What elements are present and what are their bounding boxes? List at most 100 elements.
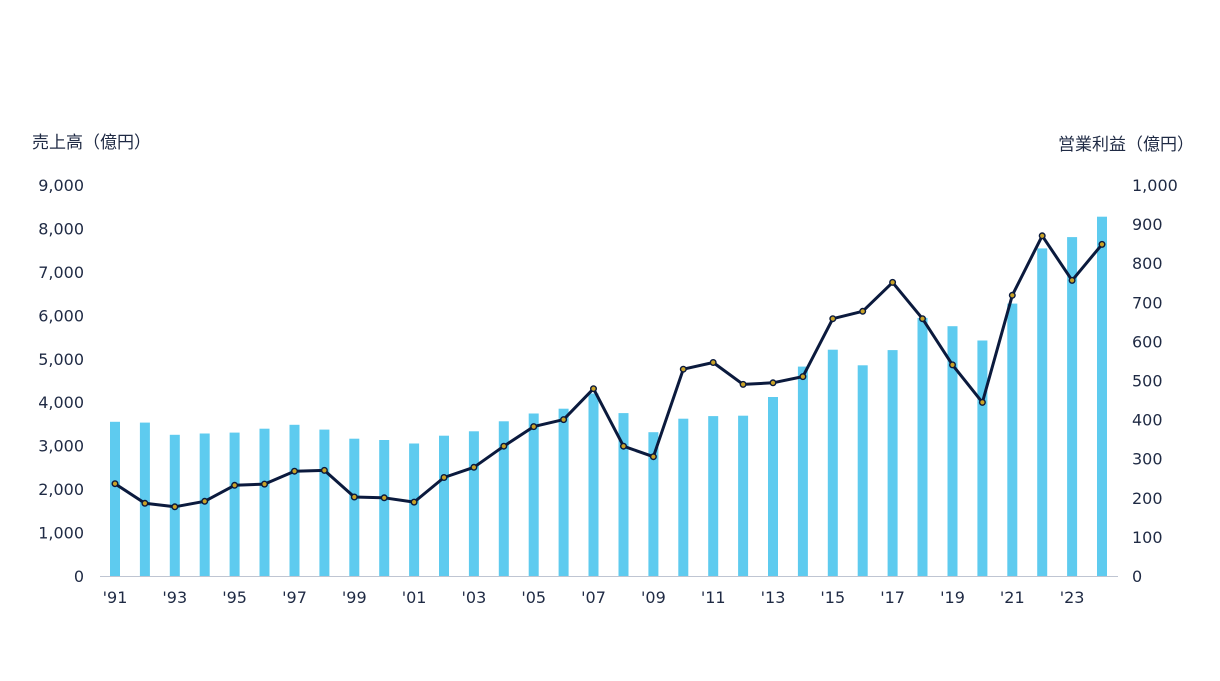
- operating-profit-point: [440, 474, 448, 482]
- operating-profit-point: [1008, 291, 1016, 299]
- sales-bar: [917, 317, 928, 576]
- sales-bar: [738, 415, 749, 576]
- x-tick-label: '01: [402, 588, 427, 607]
- right-tick-label: 0: [1132, 567, 1142, 586]
- operating-profit-point: [978, 398, 986, 406]
- operating-profit-line: [114, 234, 1104, 509]
- right-tick-label: 400: [1132, 411, 1163, 430]
- right-axis-title: 営業利益（億円）: [1058, 135, 1194, 155]
- operating-profit-point: [350, 493, 358, 501]
- right-tick-label: 600: [1132, 332, 1163, 351]
- sales-bar: [1067, 237, 1078, 576]
- operating-profit-point: [919, 315, 927, 323]
- operating-profit-point: [261, 480, 269, 488]
- left-tick-label: 7,000: [38, 263, 84, 282]
- sales-bar: [977, 340, 988, 576]
- right-tick-label: 700: [1132, 293, 1163, 312]
- line-series: [111, 232, 1106, 511]
- sales-bar: [409, 443, 420, 576]
- sales-bar: [887, 350, 898, 576]
- sales-bar: [468, 431, 479, 576]
- operating-profit-point: [649, 453, 657, 461]
- bar-series: [110, 216, 1107, 576]
- operating-profit-point: [769, 379, 777, 387]
- operating-profit-point: [799, 373, 807, 381]
- left-tick-label: 6,000: [38, 306, 84, 325]
- operating-profit-point: [1098, 240, 1106, 248]
- operating-profit-point: [679, 365, 687, 373]
- x-tick-label: '13: [761, 588, 786, 607]
- right-tick-label: 900: [1132, 215, 1163, 234]
- x-tick-label: '97: [282, 588, 307, 607]
- x-tick-label: '15: [820, 588, 845, 607]
- right-tick-label: 500: [1132, 372, 1163, 391]
- sales-bar: [678, 418, 689, 576]
- operating-profit-point: [111, 480, 119, 488]
- operating-profit-point: [949, 361, 957, 369]
- right-tick-label: 300: [1132, 450, 1163, 469]
- left-tick-label: 9,000: [38, 176, 84, 195]
- x-tick-label: '03: [462, 588, 487, 607]
- x-tick-label: '07: [581, 588, 606, 607]
- x-tick-label: '19: [940, 588, 965, 607]
- operating-profit-point: [560, 416, 568, 424]
- operating-profit-point: [171, 503, 179, 511]
- x-tick-label: '91: [103, 588, 128, 607]
- right-tick-label: 800: [1132, 254, 1163, 273]
- operating-profit-point: [141, 499, 149, 507]
- sales-bar: [797, 366, 808, 576]
- x-tick-label: '21: [1000, 588, 1025, 607]
- right-tick-label: 100: [1132, 528, 1163, 547]
- sales-bar: [768, 397, 778, 576]
- sales-bar: [439, 435, 449, 576]
- sales-bar: [319, 429, 330, 576]
- operating-profit-point: [470, 463, 478, 471]
- left-tick-label: 0: [74, 567, 84, 586]
- sales-bar: [708, 416, 719, 576]
- operating-profit-point: [320, 466, 328, 474]
- right-tick-label: 200: [1132, 489, 1163, 508]
- x-tick-label: '17: [880, 588, 905, 607]
- operating-profit-point: [380, 494, 388, 502]
- right-tick-label: 1,000: [1132, 176, 1178, 195]
- sales-bar: [618, 413, 629, 576]
- sales-bar: [528, 413, 539, 576]
- sales-bar: [229, 432, 240, 576]
- sales-bar: [558, 408, 569, 576]
- x-axis-ticks: '91 '93 '95 '97 '99 '01 '03 '05 '07 '09 '11 '13 '15 '…: [103, 588, 1085, 607]
- sales-bar: [139, 422, 150, 576]
- left-axis-ticks: 0 1,000 2,000 3,000 4,000 5,000 6,000 7,000 8,00…: [38, 176, 84, 586]
- operating-profit-point: [410, 498, 418, 506]
- operating-profit-point: [291, 467, 299, 475]
- operating-profit-point: [1068, 276, 1076, 284]
- operating-profit-point: [889, 278, 897, 286]
- x-tick-label: '09: [641, 588, 666, 607]
- left-tick-label: 3,000: [38, 437, 84, 456]
- sales-bar: [947, 326, 958, 576]
- x-tick-label: '99: [342, 588, 367, 607]
- sales-bar: [498, 421, 509, 576]
- sales-bar: [1037, 248, 1048, 576]
- x-tick-label: '11: [701, 588, 726, 607]
- operating-profit-point: [201, 497, 209, 505]
- operating-profit-point: [1038, 232, 1046, 240]
- left-tick-label: 1,000: [38, 524, 84, 543]
- sales-bar: [349, 438, 360, 576]
- x-tick-label: '23: [1060, 588, 1085, 607]
- sales-bar: [1097, 216, 1107, 576]
- left-tick-label: 8,000: [38, 219, 84, 238]
- left-axis-title: 売上高（億円）: [32, 133, 151, 153]
- left-tick-label: 5,000: [38, 350, 84, 369]
- right-axis-ticks: 0 100 200 300 400 500 600 700 800 900 1,000: [1132, 176, 1178, 586]
- sales-bar: [588, 393, 599, 576]
- operating-profit-point: [530, 423, 538, 431]
- operating-profit-point: [709, 359, 717, 367]
- operating-profit-point: [739, 380, 747, 388]
- operating-profit-point: [500, 442, 508, 450]
- x-tick-label: '95: [222, 588, 247, 607]
- x-tick-label: '05: [521, 588, 546, 607]
- sales-bar: [857, 365, 868, 576]
- sales-bar: [827, 349, 838, 576]
- operating-profit-point: [590, 385, 598, 393]
